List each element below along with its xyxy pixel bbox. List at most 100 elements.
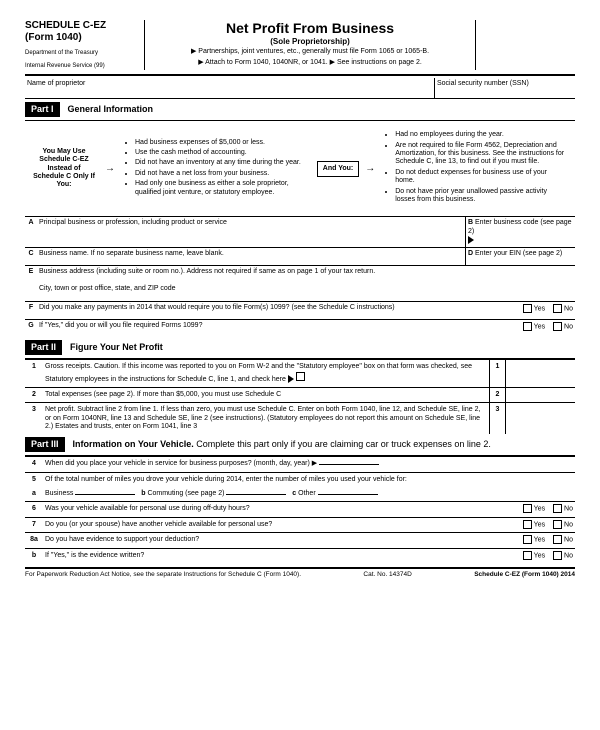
- line-6: 6 Was your vehicle available for persona…: [25, 501, 575, 516]
- irs-label: Internal Revenue Service (99): [25, 63, 138, 70]
- line-8b-yesno: Yes No: [521, 549, 575, 563]
- line-8b-text: If "Yes," is the evidence written?: [43, 549, 521, 563]
- commuting-miles-field[interactable]: [226, 494, 286, 495]
- line-3-text: Net profit. Subtract line 2 from line 1.…: [43, 403, 489, 434]
- num-1: 1: [25, 360, 43, 387]
- part3-title: Information on Your Vehicle. Complete th…: [73, 439, 491, 450]
- line-g-yesno: Yes No: [521, 320, 575, 337]
- amt-label-2: 2: [489, 388, 505, 402]
- part2-header: Part II Figure Your Net Profit: [25, 337, 575, 359]
- line-d-text[interactable]: Enter your EIN (see page 2): [475, 250, 562, 257]
- line-8a: 8a Do you have evidence to support your …: [25, 532, 575, 547]
- form-subtitle: (Sole Proprietorship): [151, 37, 469, 47]
- line-8b: b If "Yes," is the evidence written? Yes…: [25, 548, 575, 563]
- line-c: C Business name. If no separate business…: [25, 247, 575, 265]
- business-miles-field[interactable]: [75, 494, 135, 495]
- arrow-icon: →: [365, 163, 375, 175]
- footer-left: For Paperwork Reduction Act Notice, see …: [25, 571, 301, 579]
- checkbox-no[interactable]: [553, 304, 562, 313]
- line-b-box: B Enter business code (see page 2): [465, 217, 575, 247]
- num-8b: b: [25, 549, 43, 563]
- triangle-icon: [468, 236, 474, 244]
- line-e2-text[interactable]: City, town or post office, state, and ZI…: [37, 283, 575, 301]
- arrow-icon: →: [105, 163, 115, 175]
- checkbox-yes[interactable]: [523, 535, 532, 544]
- proprietor-name-field[interactable]: Name of proprietor: [25, 78, 435, 98]
- num-5: 5: [25, 473, 43, 487]
- label-f: F: [25, 302, 37, 319]
- line-e2: City, town or post office, state, and ZI…: [25, 283, 575, 301]
- form-number: (Form 1040): [25, 32, 138, 44]
- label-a: A: [25, 217, 37, 247]
- checkbox-yes[interactable]: [523, 504, 532, 513]
- line-g: G If "Yes," did you or will you file req…: [25, 319, 575, 337]
- checkbox-no[interactable]: [553, 551, 562, 560]
- form-footer: For Paperwork Reduction Act Notice, see …: [25, 567, 575, 579]
- right-conditions: Had no employees during the year. Are no…: [381, 129, 571, 208]
- num-3: 3: [25, 403, 43, 434]
- checkbox-yes[interactable]: [523, 520, 532, 529]
- line-5-text: Of the total number of miles you drove y…: [43, 473, 575, 487]
- line-5: 5 Of the total number of miles you drove…: [25, 472, 575, 487]
- checkbox-no[interactable]: [553, 322, 562, 331]
- checkbox-no[interactable]: [553, 535, 562, 544]
- part1-title: General Information: [68, 104, 154, 115]
- checkbox-no[interactable]: [553, 520, 562, 529]
- header-left: SCHEDULE C-EZ (Form 1040) Department of …: [25, 20, 145, 70]
- line-f: F Did you make any payments in 2014 that…: [25, 301, 575, 319]
- line-8a-yesno: Yes No: [521, 533, 575, 547]
- line-a-text[interactable]: Principal business or profession, includ…: [37, 217, 465, 247]
- checkbox-yes[interactable]: [523, 304, 532, 313]
- part2-tag: Part II: [25, 340, 62, 355]
- condition-item: Use the cash method of accounting.: [135, 149, 307, 157]
- checkbox-yes[interactable]: [523, 551, 532, 560]
- part1-tag: Part I: [25, 102, 60, 117]
- header-right: [475, 20, 575, 70]
- condition-item: Did not have an inventory at any time du…: [135, 159, 307, 167]
- label-c: C: [25, 248, 37, 265]
- amt-field-1[interactable]: [505, 360, 575, 387]
- num-6: 6: [25, 502, 43, 516]
- amt-field-2[interactable]: [505, 388, 575, 402]
- num-7: 7: [25, 518, 43, 532]
- and-you-box: And You:: [317, 161, 359, 177]
- condition-item: Had only one business as either a sole p…: [135, 180, 307, 197]
- header-center: Net Profit From Business (Sole Proprieto…: [145, 20, 475, 70]
- line-6-yesno: Yes No: [521, 502, 575, 516]
- line-b-text[interactable]: Enter business code (see page 2): [468, 219, 572, 234]
- line-f-yesno: Yes No: [521, 302, 575, 319]
- date-field[interactable]: [319, 464, 379, 465]
- line-d-box: D Enter your EIN (see page 2): [465, 248, 575, 265]
- condition-item: Had no employees during the year.: [395, 131, 567, 139]
- other-miles-field[interactable]: [318, 494, 378, 495]
- condition-item: Had business expenses of $5,000 or less.: [135, 139, 307, 147]
- amt-field-3[interactable]: [505, 403, 575, 434]
- condition-item: Do not deduct expenses for business use …: [395, 169, 567, 186]
- footer-center: Cat. No. 14374D: [363, 571, 411, 579]
- part3-header: Part III Information on Your Vehicle. Co…: [25, 434, 575, 456]
- ssn-field[interactable]: Social security number (SSN): [435, 78, 575, 98]
- amt-label-1: 1: [489, 360, 505, 387]
- form-title: Net Profit From Business: [151, 20, 469, 37]
- checkbox-statutory[interactable]: [296, 372, 305, 381]
- line-2-text: Total expenses (see page 2). If more tha…: [43, 388, 489, 402]
- triangle-icon: [288, 375, 294, 383]
- line-2: 2 Total expenses (see page 2). If more t…: [25, 387, 575, 402]
- line-f-text: Did you make any payments in 2014 that w…: [37, 302, 521, 319]
- line-5abc: a Business b Commuting (see page 2) c Ot…: [25, 487, 575, 501]
- line-e-text[interactable]: Business address (including suite or roo…: [37, 266, 575, 283]
- condition-item: Do not have prior year unallowed passive…: [395, 188, 567, 205]
- checkbox-yes[interactable]: [523, 322, 532, 331]
- part1-header: Part I General Information: [25, 99, 575, 121]
- line-c-text[interactable]: Business name. If no separate business n…: [37, 248, 465, 265]
- checkbox-no[interactable]: [553, 504, 562, 513]
- line-7-text: Do you (or your spouse) have another veh…: [43, 518, 521, 532]
- condition-item: Are not required to file Form 4562, Depr…: [395, 142, 567, 167]
- footer-right: Schedule C-EZ (Form 1040) 2014: [474, 571, 575, 579]
- line-g-text: If "Yes," did you or will you file requi…: [37, 320, 521, 337]
- num-2: 2: [25, 388, 43, 402]
- line-a: A Principal business or profession, incl…: [25, 216, 575, 247]
- num-4: 4: [25, 457, 43, 471]
- line-8a-text: Do you have evidence to support your ded…: [43, 533, 521, 547]
- num-8a: 8a: [25, 533, 43, 547]
